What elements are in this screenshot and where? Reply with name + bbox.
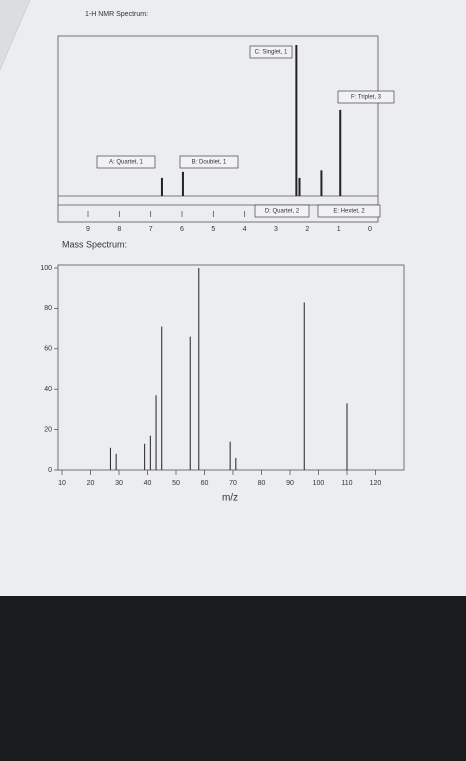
peak-label-box bbox=[179, 155, 239, 169]
x-tick-label: 30 bbox=[115, 480, 123, 487]
x-tick-label: 80 bbox=[258, 480, 266, 487]
x-tick-label: 120 bbox=[370, 480, 382, 487]
x-tick-label: 0 bbox=[368, 226, 372, 233]
x-tick-label: 50 bbox=[172, 480, 180, 487]
peak-label-box bbox=[96, 155, 156, 169]
x-tick-label: 20 bbox=[87, 480, 95, 487]
peak-label-box bbox=[317, 204, 381, 218]
x-tick-label: 3 bbox=[274, 226, 278, 233]
peak-label: D: Quartet, 2 bbox=[265, 209, 300, 215]
x-tick-label: 2 bbox=[305, 226, 309, 233]
nmr-title: 1-H NMR Spectrum: bbox=[85, 11, 148, 18]
peak-label: E: Hextet, 2 bbox=[333, 209, 365, 215]
x-tick-label: 6 bbox=[180, 226, 184, 233]
peak-label: A: Quartet, 1 bbox=[109, 160, 144, 166]
x-tick-label: 40 bbox=[144, 480, 152, 487]
x-tick-label: 9 bbox=[86, 226, 90, 233]
x-tick-label: 60 bbox=[201, 480, 209, 487]
peak-label-box bbox=[337, 90, 395, 104]
x-tick-label: 5 bbox=[211, 226, 215, 233]
y-tick-label: 20 bbox=[44, 426, 52, 433]
x-tick-label: 70 bbox=[229, 480, 237, 487]
nmr-frame bbox=[57, 35, 379, 223]
x-tick-label: 1 bbox=[337, 226, 341, 233]
peak-label-box bbox=[249, 45, 293, 59]
peak-label: F: Triplet, 3 bbox=[351, 95, 382, 101]
ms-title: Mass Spectrum: bbox=[62, 239, 127, 249]
y-tick-label: 60 bbox=[44, 346, 52, 353]
x-tick-label: 100 bbox=[313, 480, 325, 487]
paper bbox=[0, 0, 466, 600]
x-axis-label: m/z bbox=[222, 493, 238, 504]
x-tick-label: 7 bbox=[149, 226, 153, 233]
x-tick-label: 90 bbox=[286, 480, 294, 487]
y-tick-label: 100 bbox=[40, 265, 52, 272]
peak-label: B: Doublet, 1 bbox=[192, 160, 227, 166]
x-tick-label: 4 bbox=[243, 226, 247, 233]
y-tick-label: 40 bbox=[44, 386, 52, 393]
x-tick-label: 8 bbox=[117, 226, 121, 233]
x-tick-label: 110 bbox=[341, 480, 352, 487]
peak-label-box bbox=[254, 204, 310, 218]
y-tick-label: 80 bbox=[44, 305, 52, 312]
x-tick-label: 10 bbox=[58, 480, 66, 487]
y-tick-label: 0 bbox=[48, 467, 52, 474]
plot-frame bbox=[57, 264, 405, 471]
paper-fold bbox=[0, 0, 30, 70]
peak-label: C: Singlet, 1 bbox=[255, 50, 288, 56]
fabric bbox=[0, 596, 466, 761]
